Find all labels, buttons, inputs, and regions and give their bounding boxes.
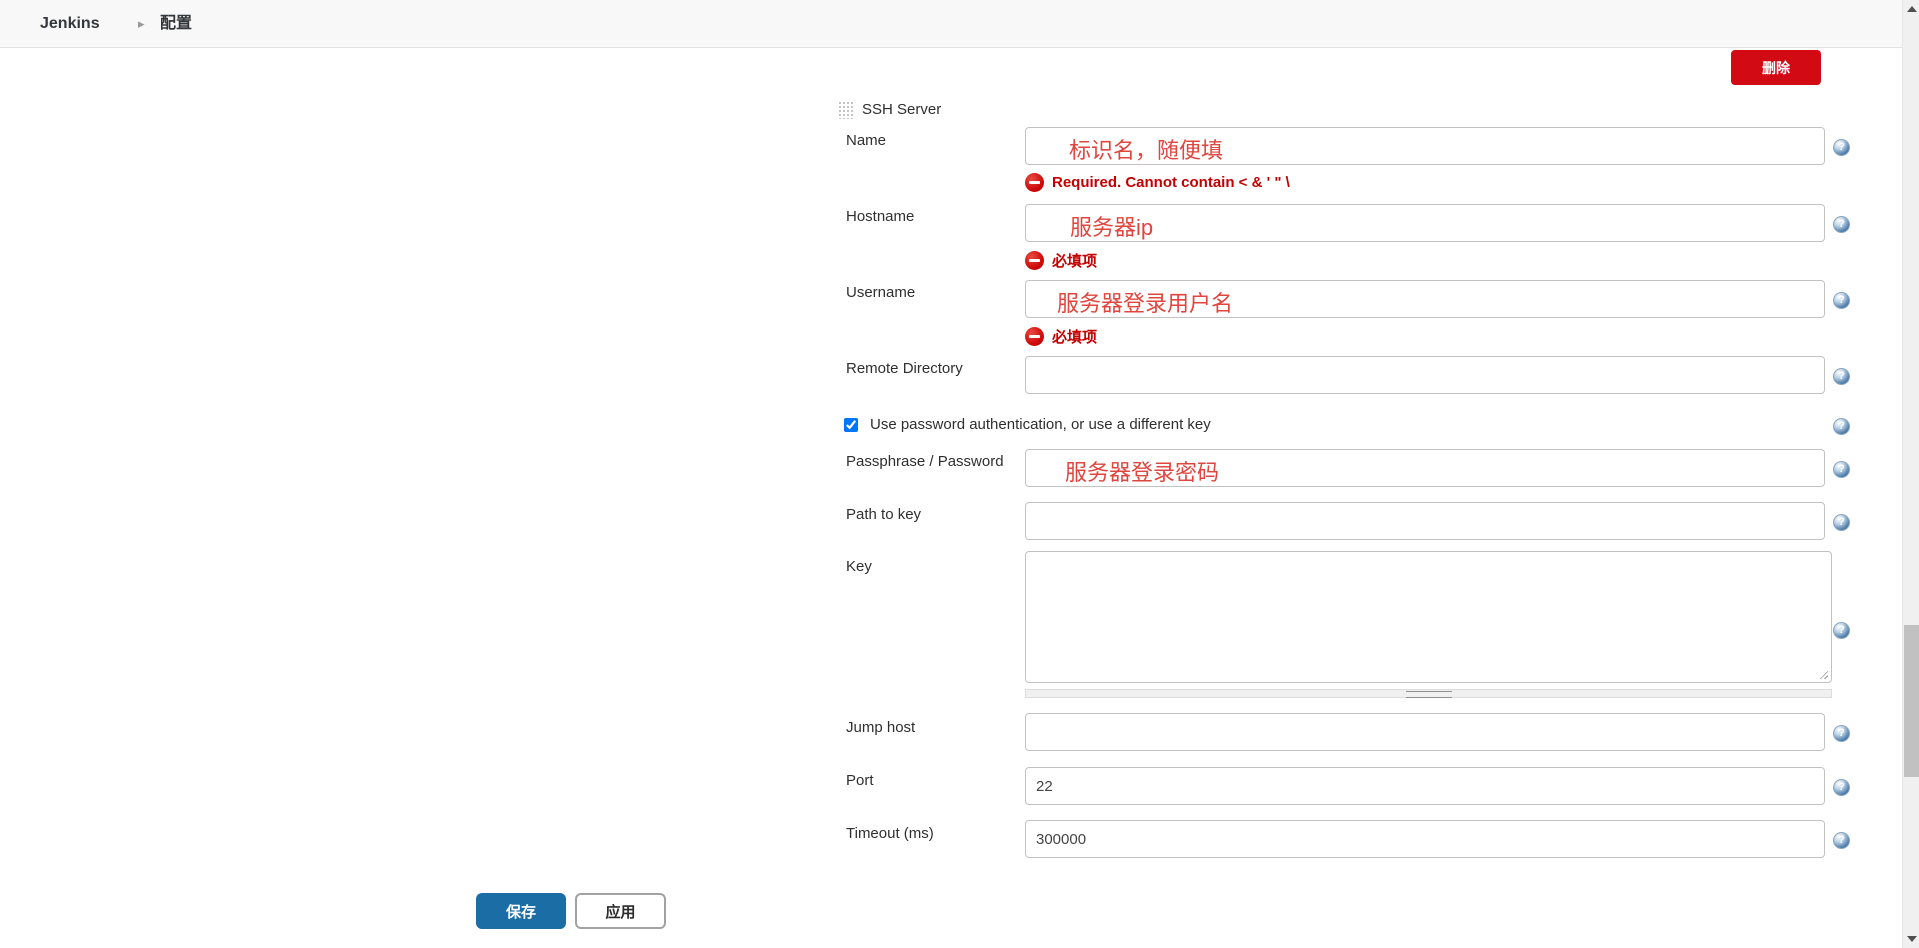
section-title: SSH Server <box>862 101 942 118</box>
timeout-input[interactable] <box>1025 820 1825 858</box>
name-error-text: Required. Cannot contain < & ' " \ <box>1052 174 1290 191</box>
path-to-key-help-icon[interactable]: ? <box>1833 514 1850 531</box>
username-error-row: 必填项 <box>1025 326 1097 347</box>
use-password-auth-checkbox[interactable] <box>844 418 858 432</box>
path-to-key-input[interactable] <box>1025 502 1825 540</box>
timeout-help-icon[interactable]: ? <box>1833 832 1850 849</box>
hostname-error-row: 必填项 <box>1025 250 1097 271</box>
jump-host-input[interactable] <box>1025 713 1825 751</box>
hostname-input[interactable] <box>1025 204 1825 242</box>
port-help-icon[interactable]: ? <box>1833 779 1850 796</box>
username-label: Username <box>846 284 916 301</box>
key-label: Key <box>846 558 872 575</box>
form-actions: 保存 应用 <box>476 893 666 929</box>
auth-help-icon[interactable]: ? <box>1833 418 1850 435</box>
port-label: Port <box>846 772 874 789</box>
key-help-icon[interactable]: ? <box>1833 622 1850 639</box>
breadcrumb-bar: Jenkins ▸ 配置 <box>0 0 1902 48</box>
passphrase-label: Passphrase / Password <box>846 453 1004 470</box>
scrollbar-thumb[interactable] <box>1904 625 1919 777</box>
passphrase-help-icon[interactable]: ? <box>1833 461 1850 478</box>
breadcrumb-chevron-icon: ▸ <box>138 16 145 31</box>
passphrase-input[interactable] <box>1025 449 1825 487</box>
username-help-icon[interactable]: ? <box>1833 292 1850 309</box>
remote-directory-label: Remote Directory <box>846 360 963 377</box>
delete-ssh-server-button[interactable]: 删除 <box>1731 50 1821 85</box>
key-textarea[interactable] <box>1025 551 1832 683</box>
username-error-text: 必填项 <box>1052 329 1098 346</box>
save-button[interactable]: 保存 <box>476 893 566 929</box>
path-to-key-label: Path to key <box>846 506 922 523</box>
apply-button[interactable]: 应用 <box>575 893 666 929</box>
drag-handle-icon[interactable] <box>837 100 854 119</box>
error-icon <box>1025 251 1044 270</box>
name-help-icon[interactable]: ? <box>1833 139 1850 156</box>
jump-host-help-icon[interactable]: ? <box>1833 725 1850 742</box>
timeout-label: Timeout (ms) <box>846 825 934 842</box>
error-icon <box>1025 327 1044 346</box>
vertical-scrollbar[interactable] <box>1902 0 1919 948</box>
name-label: Name <box>846 132 887 149</box>
scroll-up-icon[interactable] <box>1907 6 1917 12</box>
jump-host-label: Jump host <box>846 719 916 736</box>
breadcrumb-current-page: 配置 <box>160 15 193 32</box>
remote-directory-input[interactable] <box>1025 356 1825 394</box>
resize-grip-icon <box>1405 691 1452 698</box>
remote-directory-help-icon[interactable]: ? <box>1833 368 1850 385</box>
breadcrumb-jenkins-link[interactable]: Jenkins <box>40 15 100 32</box>
port-input[interactable] <box>1025 767 1825 805</box>
error-icon <box>1025 173 1044 192</box>
name-input[interactable] <box>1025 127 1825 165</box>
hostname-help-icon[interactable]: ? <box>1833 216 1850 233</box>
hostname-error-text: 必填项 <box>1052 253 1098 270</box>
textarea-resize-bar[interactable] <box>1025 689 1832 698</box>
ssh-server-form: SSH Server Name 标识名，随便填 ? Required. Cann… <box>837 100 1857 880</box>
username-input[interactable] <box>1025 280 1825 318</box>
name-error-row: Required. Cannot contain < & ' " \ <box>1025 173 1290 192</box>
use-password-auth-label[interactable]: Use password authentication, or use a di… <box>870 416 1211 433</box>
scroll-down-icon[interactable] <box>1907 936 1917 942</box>
hostname-label: Hostname <box>846 208 915 225</box>
